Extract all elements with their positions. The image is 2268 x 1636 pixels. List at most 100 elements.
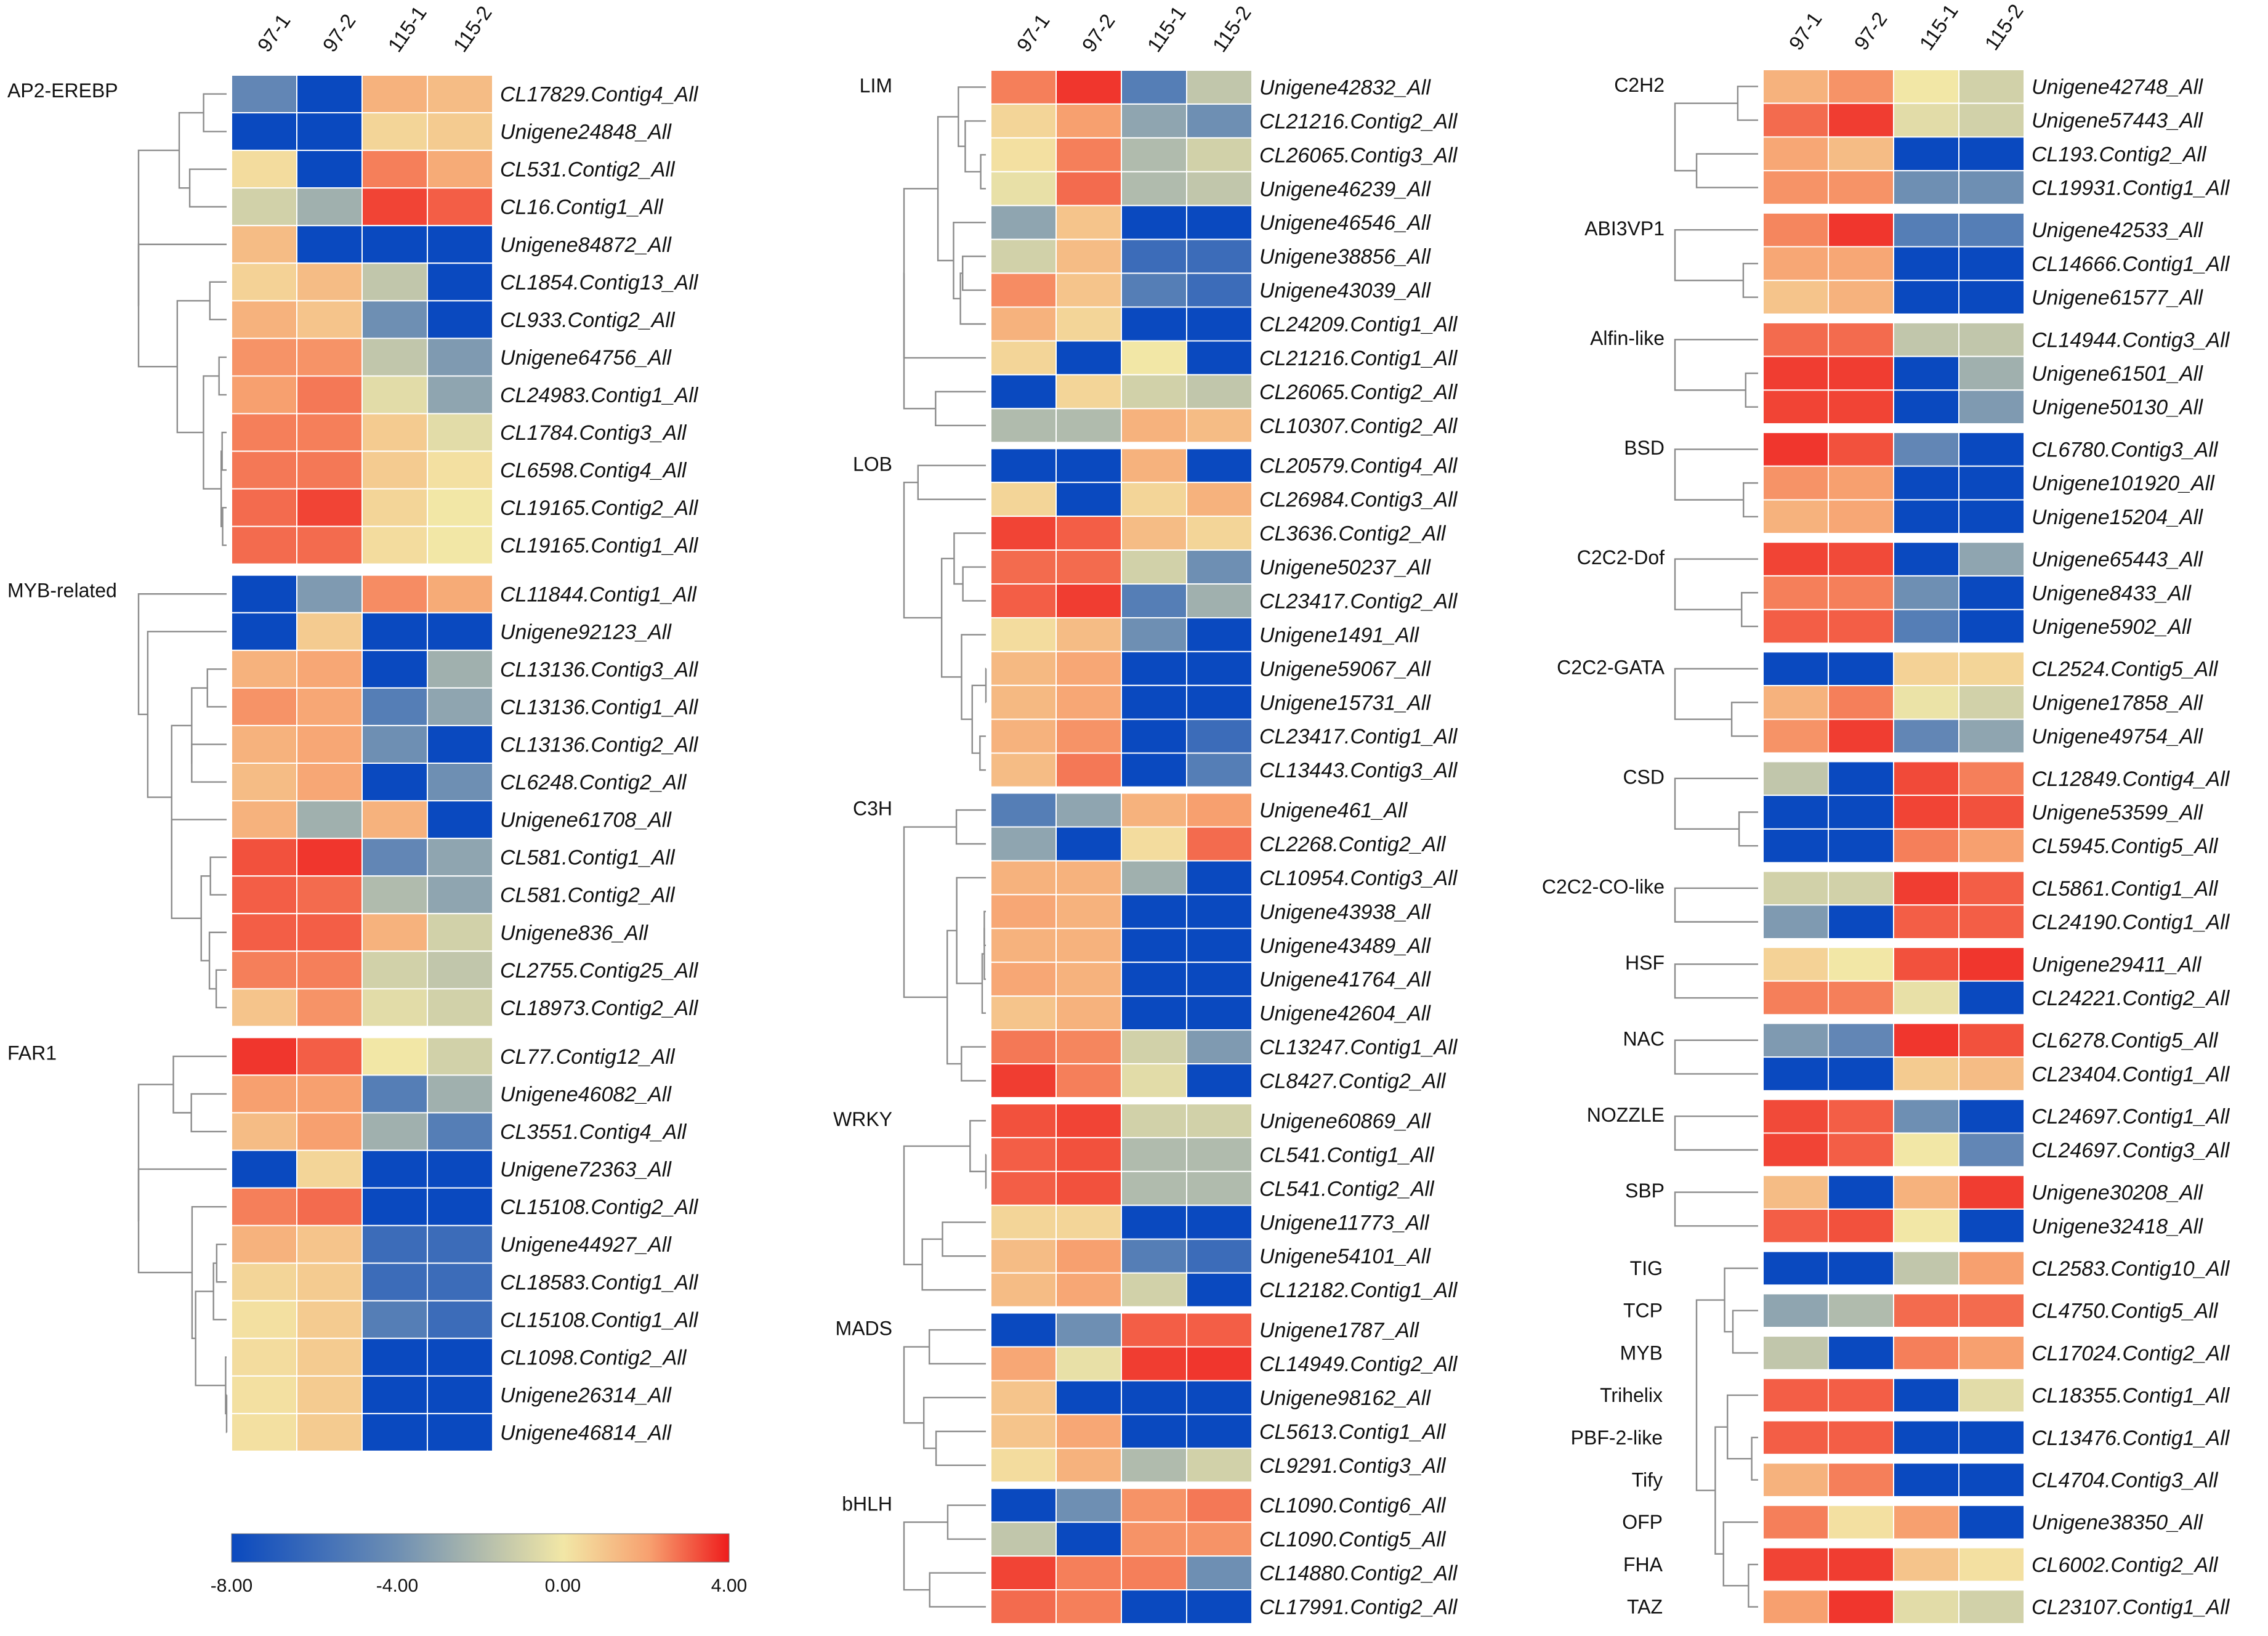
heatmap-cell (1893, 465, 1959, 501)
heatmap-cell (990, 204, 1057, 240)
heatmap-cell (361, 1337, 428, 1377)
row-label: CL24190.Contig1_All (2032, 911, 2230, 934)
heatmap-cell (296, 338, 363, 377)
heatmap-cell (990, 1204, 1057, 1240)
heatmap-cell (1958, 1335, 2025, 1371)
column-label: 97-1 (1012, 10, 1054, 56)
row-label: CL6780.Contig3_All (2032, 438, 2219, 461)
heatmap-cell (1762, 389, 1829, 425)
heatmap-cell (231, 1337, 297, 1377)
row-label: Unigene42748_All (2032, 75, 2203, 99)
heatmap-cell (427, 187, 493, 227)
heatmap-cell (1121, 204, 1187, 240)
heatmap-cell (296, 300, 363, 339)
heatmap-cell (1186, 752, 1253, 788)
heatmap-cell (1186, 1521, 1253, 1557)
heatmap-cell (1186, 1204, 1253, 1240)
dendrogram-link (961, 1046, 986, 1082)
row-label: CL3551.Contig4_All (500, 1120, 687, 1144)
heatmap-cell (1958, 136, 2025, 172)
dendrogram-link (928, 1329, 986, 1365)
row-label: CL1784.Contig3_All (500, 421, 687, 445)
heatmap-cell (1186, 1029, 1253, 1065)
heatmap-cell (990, 306, 1057, 342)
row-label: Unigene61577_All (2032, 286, 2203, 310)
heatmap-cell (296, 525, 363, 565)
row-label: Unigene46546_All (1259, 211, 1431, 235)
group-label: TIG (1630, 1257, 1663, 1279)
heatmap-cell (361, 988, 428, 1027)
dendrogram-link (203, 375, 222, 490)
heatmap-cell (1055, 1589, 1122, 1624)
row-label: Unigene461_All (1259, 799, 1408, 822)
heatmap-cell (427, 525, 493, 565)
heatmap-cell (1121, 718, 1187, 754)
heatmap-cell (990, 583, 1057, 618)
heatmap-cell (1893, 1504, 1959, 1540)
heatmap-cell (1186, 448, 1253, 484)
heatmap-cell (427, 1225, 493, 1264)
heatmap-cell (427, 1112, 493, 1151)
heatmap-cell (990, 860, 1057, 896)
heatmap-cell (990, 171, 1057, 206)
heatmap-cell (1893, 1377, 1959, 1413)
heatmap-cell (361, 612, 428, 651)
heatmap-cell (1055, 583, 1122, 618)
dendrogram (1674, 229, 1758, 298)
heatmap-cell (361, 1112, 428, 1151)
row-label: CL24983.Contig1_All (500, 384, 699, 407)
heatmap-cell (231, 1187, 297, 1226)
dendrogram-link (935, 391, 986, 426)
heatmap-cell (1762, 499, 1829, 535)
group-C2C2-GATA: C2C2-GATA CL2524.Contig5_All Unigene17858_… (1557, 651, 2219, 754)
dendrogram-link (917, 464, 986, 500)
row-label: CL15108.Contig1_All (500, 1308, 699, 1332)
heatmap-cell (1121, 1521, 1187, 1557)
row-label: CL5945.Contig5_All (2032, 835, 2219, 858)
heatmap-cell (1762, 1335, 1829, 1371)
row-label: Unigene1491_All (1259, 623, 1419, 647)
heatmap-cell (1055, 1204, 1122, 1240)
heatmap-cell (427, 150, 493, 189)
heatmap-cell (1958, 1377, 2025, 1413)
heatmap-cell (1958, 355, 2025, 391)
heatmap-cell (1121, 340, 1187, 376)
row-label: CL933.Contig2_All (500, 309, 676, 332)
heatmap-cell (1121, 448, 1187, 484)
heatmap-cell (1186, 1312, 1253, 1348)
heatmap-cell (231, 1375, 297, 1414)
heatmap-cell (990, 1346, 1057, 1382)
heatmap-cell (231, 75, 297, 114)
dendrogram-link (903, 1346, 930, 1424)
group-TIG: TIG CL2583.Contig10_All (1630, 1250, 2230, 1286)
column-label: 115-1 (1915, 0, 1962, 54)
heatmap-cell (1762, 1250, 1829, 1286)
group-SBP: SBP Unigene30208_All Unigene32418_All (1625, 1175, 2203, 1244)
heatmap-cell (990, 1521, 1057, 1557)
heatmap-cell (1121, 1063, 1187, 1098)
heatmap-cell (1055, 684, 1122, 720)
group-LOB: LOB CL20579.Contig4_All CL26984.Contig3_Al… (853, 448, 1458, 788)
heatmap-cell (990, 1312, 1057, 1348)
dendrogram-link (964, 120, 986, 172)
heatmap-cell (1186, 1448, 1253, 1483)
row-label: Unigene15204_All (2032, 506, 2203, 529)
heatmap-cell (296, 1149, 363, 1189)
heatmap-cell (1186, 1346, 1253, 1382)
heatmap-cell (1121, 1555, 1187, 1591)
column-label: 97-2 (318, 10, 360, 56)
group-label: PBF-2-like (1571, 1427, 1663, 1449)
heatmap-cell (1121, 1170, 1187, 1206)
heatmap-cell (990, 752, 1057, 788)
heatmap-cell (1828, 1175, 1894, 1210)
heatmap-cell (1958, 718, 2025, 754)
row-label: Unigene101920_All (2032, 472, 2215, 495)
heatmap-cell (1893, 1547, 1959, 1582)
dendrogram-link (1674, 229, 1758, 281)
heatmap-cell (427, 225, 493, 264)
row-label: CL9291.Contig3_All (1259, 1454, 1447, 1478)
heatmap-cell (427, 338, 493, 377)
heatmap-cell (427, 112, 493, 152)
heatmap-cell (296, 800, 363, 840)
heatmap-cell (296, 413, 363, 452)
